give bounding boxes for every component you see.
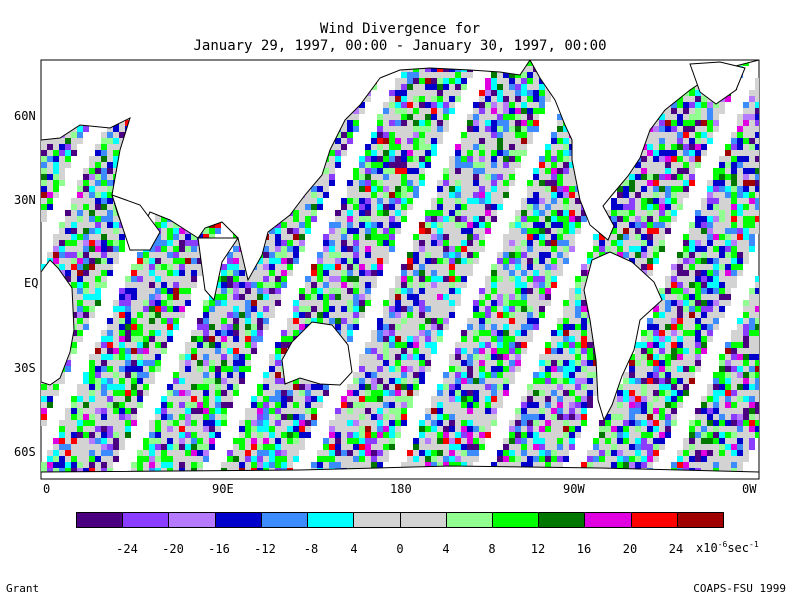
land-australia	[281, 321, 353, 386]
colorbar-tick: 4	[350, 542, 358, 556]
colorbar-swatch	[354, 513, 401, 527]
map-date-range: January 29, 1997, 00:00 - January 30, 19…	[193, 38, 607, 54]
colorbar-swatch	[261, 513, 309, 527]
colorbar-swatch	[677, 513, 724, 527]
colorbar-tick: -24	[116, 542, 138, 556]
colorbar-swatch	[492, 513, 540, 527]
colorbar-swatch	[400, 513, 447, 527]
colorbar-tick: 4	[442, 542, 450, 556]
colorbar-tick: 0	[396, 542, 404, 556]
land-eurasia	[41, 60, 531, 282]
land-greenland	[689, 61, 746, 105]
colorbar-tick: 8	[488, 542, 496, 556]
colorbar-swatch	[215, 513, 262, 527]
colorbar-swatch	[631, 513, 678, 527]
color-bar	[76, 512, 724, 528]
colorbar-tick: 12	[530, 542, 546, 556]
lat-label-30n: 30N	[14, 193, 36, 207]
lon-label-90e: 90E	[212, 482, 234, 496]
colorbar-tick: -8	[303, 542, 319, 556]
land-masses	[41, 60, 759, 479]
colorbar-swatch	[308, 513, 355, 527]
colorbar-tick: 16	[576, 542, 592, 556]
lon-label-0w: 0W	[742, 482, 757, 496]
lat-label-60s: 60S	[14, 445, 36, 459]
land-arabia-india	[111, 194, 239, 302]
colorbar-swatch	[77, 513, 124, 527]
lon-label-0: 0	[43, 482, 51, 496]
colorbar-swatch	[169, 513, 216, 527]
lat-label-eq: EQ	[24, 276, 39, 290]
land-africa	[41, 259, 75, 386]
land-north-america	[529, 60, 759, 241]
colorbar-swatch	[539, 513, 586, 527]
author-credit: Grant	[6, 582, 40, 595]
lon-label-180: 180	[390, 482, 412, 496]
colorbar-tick: 24	[668, 542, 684, 556]
land-antarctica	[41, 465, 759, 479]
organization-credit: COAPS-FSU 1999	[693, 582, 786, 595]
colorbar-swatch	[446, 513, 493, 527]
colorbar-tick: -16	[208, 542, 230, 556]
map-title: Wind Divergence for	[319, 21, 481, 37]
land-south-america	[583, 251, 663, 422]
colorbar-swatch	[585, 513, 632, 527]
lat-label-60n: 60N	[14, 109, 36, 123]
colorbar-units: x10-6sec-1	[696, 540, 759, 555]
colorbar-tick: -20	[162, 542, 184, 556]
colorbar-tick: 20	[622, 542, 638, 556]
lat-label-30s: 30S	[14, 361, 36, 375]
lon-label-90w: 90W	[563, 482, 585, 496]
colorbar-tick: -12	[254, 542, 276, 556]
colorbar-swatch	[123, 513, 170, 527]
